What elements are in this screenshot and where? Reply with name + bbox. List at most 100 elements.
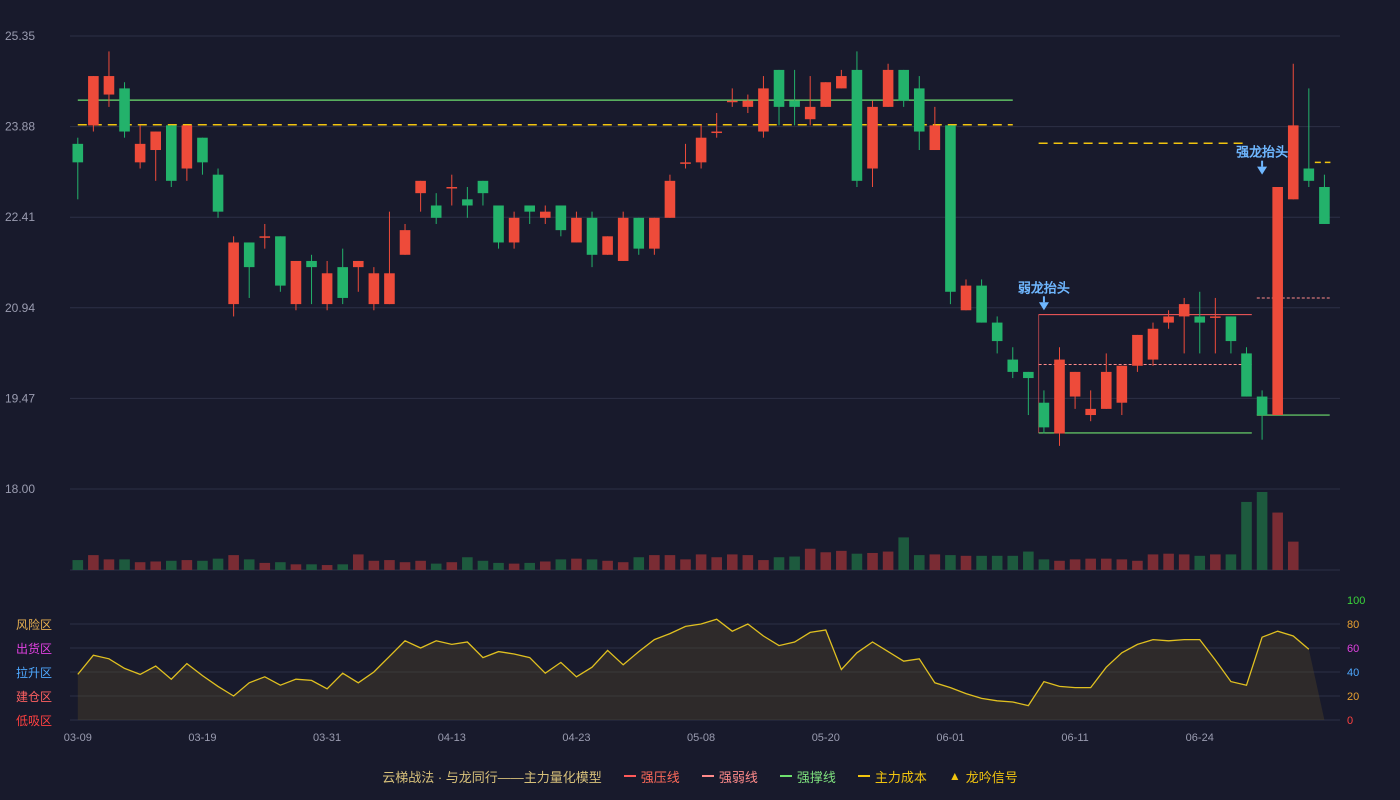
volume-bar (103, 559, 115, 570)
volume-bar (524, 562, 535, 570)
volume-bar (929, 554, 941, 570)
volume-bar (898, 537, 909, 570)
candle-body (555, 205, 567, 231)
volume-bar (181, 560, 193, 570)
candle-body (804, 106, 816, 120)
volume-bar (664, 555, 676, 570)
candle-body (664, 180, 676, 218)
legend-item-cost[interactable]: 主力成本 (857, 767, 927, 786)
candle-body (352, 260, 364, 268)
volume-bar (1210, 554, 1221, 570)
legend-label: 龙吟信号 (965, 769, 1018, 785)
volume-bar (1241, 501, 1252, 570)
candle-body (508, 217, 520, 243)
candle-body (898, 69, 909, 101)
volume-bar (1225, 554, 1237, 570)
y-tick-label: 20.94 (5, 301, 35, 315)
volume-bar (228, 555, 239, 570)
candle-body (1085, 408, 1096, 416)
osc-tick-label: 40 (1347, 667, 1359, 679)
candle-body (259, 236, 271, 238)
legend-item-weak[interactable]: 强弱线 (701, 767, 758, 786)
candle-body (571, 217, 582, 243)
volume-bar (820, 552, 832, 570)
volume-bar (555, 559, 567, 570)
osc-tick-label: 80 (1347, 619, 1359, 631)
candle-body (789, 100, 800, 107)
volume-bar (243, 559, 255, 570)
candle-body (976, 285, 987, 323)
candle-body (1069, 371, 1081, 397)
candle-body (415, 180, 426, 194)
volume-bar (539, 561, 551, 570)
candle-body (1241, 353, 1252, 397)
candle-body (119, 88, 130, 132)
volume-bar (88, 555, 99, 570)
chart-legend: 云梯战法 · 与龙同行——主力量化模型 强压线 强弱线 强撑线 主力成本 ▲ 龙… (0, 766, 1400, 786)
volume-bar (758, 560, 769, 570)
candle-body (399, 230, 411, 255)
candle-body (913, 88, 925, 132)
volume-bar (212, 558, 224, 570)
candle-body (1256, 396, 1268, 416)
volume-bar (976, 555, 987, 570)
candle-body (430, 205, 442, 218)
candle-body (1023, 371, 1034, 379)
support-line-swatch (779, 775, 792, 777)
candle-body (181, 125, 193, 169)
y-tick-label: 23.88 (5, 120, 35, 134)
candle-body (275, 236, 286, 286)
candle-body (1319, 187, 1330, 224)
legend-item-signal[interactable]: ▲ 龙吟信号 (949, 767, 1018, 786)
volume-bar (1287, 541, 1299, 570)
candle-body (88, 76, 99, 126)
candle-body (649, 217, 660, 249)
volume-bar (1038, 559, 1050, 570)
x-tick-label: 06-11 (1061, 732, 1088, 744)
triangle-icon: ▲ (948, 769, 961, 783)
legend-label: 强压线 (640, 769, 680, 785)
y-tick-label: 19.47 (5, 391, 35, 405)
volume-bar (602, 560, 613, 570)
candle-body (243, 242, 255, 268)
volume-bar (290, 564, 302, 570)
volume-bar (415, 560, 426, 570)
candle-body (384, 273, 395, 305)
legend-item-pressure[interactable]: 强压线 (623, 767, 680, 786)
candle-body (1132, 334, 1143, 366)
volume-bar (368, 560, 380, 570)
candle-body (165, 125, 177, 181)
legend-label: 主力成本 (874, 769, 927, 785)
volume-bar (493, 562, 504, 570)
candle-body (321, 273, 333, 305)
volume-bar (836, 550, 847, 570)
legend-title: 云梯战法 · 与龙同行——主力量化模型 (382, 769, 602, 785)
candle-body (867, 106, 878, 169)
zone-label: 低吸区 (16, 714, 52, 728)
candle-body (742, 100, 754, 107)
candle-body (1100, 371, 1112, 409)
candle-body (1116, 365, 1128, 403)
volume-bar (649, 555, 660, 570)
legend-label: 强撑线 (796, 769, 836, 785)
volume-bar (804, 548, 816, 570)
candle-body (726, 100, 738, 103)
candle-body (602, 236, 613, 255)
x-tick-label: 05-08 (687, 732, 715, 744)
volume-bar (1163, 553, 1174, 570)
candle-body (539, 211, 551, 218)
legend-item-support[interactable]: 强撑线 (779, 767, 836, 786)
volume-bar (789, 556, 800, 570)
candle-body (212, 174, 224, 212)
candle-body (1038, 402, 1050, 428)
volume-bar (571, 558, 582, 570)
down-arrow-icon (1257, 166, 1268, 175)
candle-body (960, 285, 972, 311)
volume-bar (1132, 560, 1143, 570)
zone-label: 出货区 (16, 641, 52, 656)
candle-body (882, 69, 894, 107)
x-tick-label: 03-19 (188, 732, 216, 744)
volume-bar (1069, 559, 1081, 570)
volume-bar (1256, 492, 1268, 570)
